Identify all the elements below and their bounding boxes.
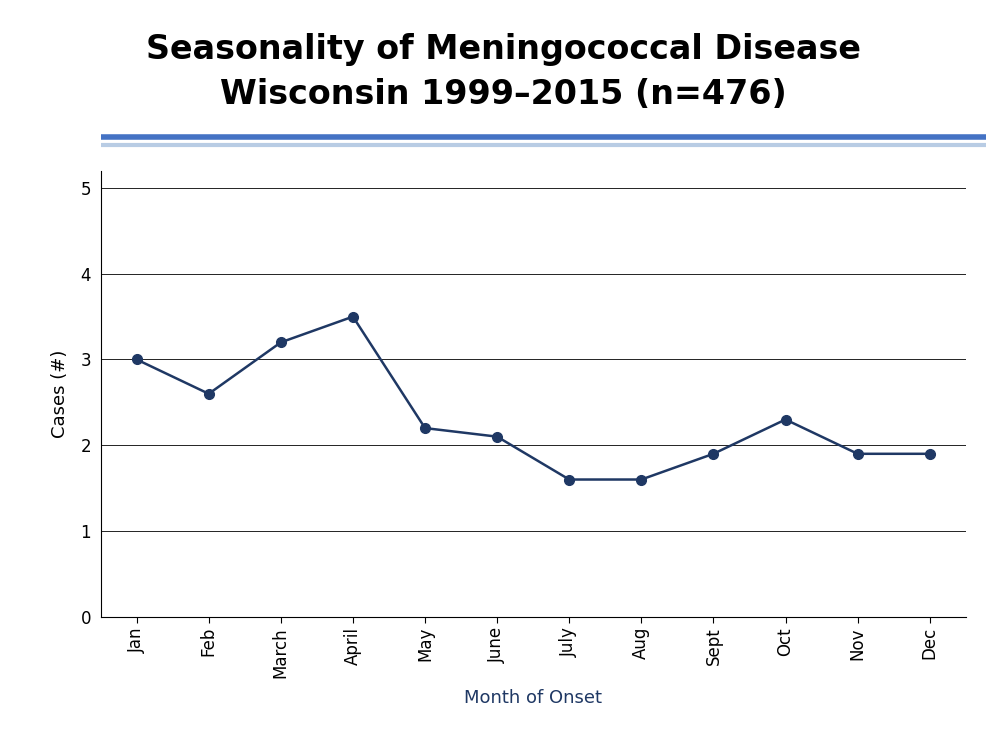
X-axis label: Month of Onset: Month of Onset <box>464 689 603 707</box>
Y-axis label: Cases (#): Cases (#) <box>51 350 69 438</box>
Text: Seasonality of Meningococcal Disease: Seasonality of Meningococcal Disease <box>146 33 860 66</box>
Text: Wisconsin 1999–2015 (n=476): Wisconsin 1999–2015 (n=476) <box>219 78 787 111</box>
